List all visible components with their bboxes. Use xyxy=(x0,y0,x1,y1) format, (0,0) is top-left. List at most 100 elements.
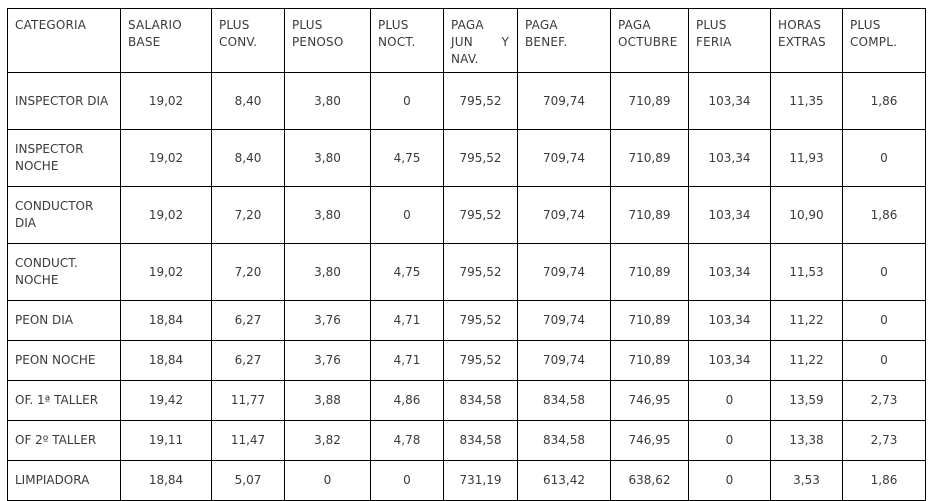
value-cell: 1,86 xyxy=(842,460,926,501)
value-cell: 5,07 xyxy=(211,460,285,501)
value-cell: 1,86 xyxy=(842,72,926,131)
value-cell: 0 xyxy=(284,460,371,501)
table-row: INSPECTOR DIA 19,02 8,40 3,80 0 795,52 709,74 7… xyxy=(7,72,926,131)
value-cell: 2,73 xyxy=(842,380,926,422)
value-cell: 7,20 xyxy=(211,243,285,302)
value-cell: 19,02 xyxy=(120,72,212,131)
salary-table: CATEGORIA SALARIO BASE PLUS CONV. PLUS PENO… xyxy=(7,7,926,501)
value-cell: 6,27 xyxy=(211,300,285,342)
value-cell: 3,88 xyxy=(284,380,371,422)
column-header-plus-penoso: PLUS PENOSO xyxy=(284,7,371,74)
value-cell: 19,02 xyxy=(120,186,212,245)
value-cell: 3,76 xyxy=(284,340,371,382)
value-cell: 3,80 xyxy=(284,72,371,131)
value-cell: 4,75 xyxy=(370,243,444,302)
table-row: LIMPIADORA 18,84 5,07 0 0 731,19 613,42 638,62 0… xyxy=(7,460,926,501)
column-header-plus-conv: PLUS CONV. xyxy=(211,7,285,74)
column-header-paga-benef: PAGA BENEF. xyxy=(517,7,611,74)
column-header-horas-extras: HORAS EXTRAS xyxy=(770,7,843,74)
value-cell: 746,95 xyxy=(610,420,689,462)
value-cell: 795,52 xyxy=(443,340,518,382)
value-cell: 103,34 xyxy=(688,340,771,382)
table-row: CONDUCT. NOCHE 19,02 7,20 3,80 4,75 795,52 709… xyxy=(7,243,926,302)
value-cell: 19,11 xyxy=(120,420,212,462)
value-cell: 11,22 xyxy=(770,300,843,342)
table-body: INSPECTOR DIA 19,02 8,40 3,80 0 795,52 709,74 7… xyxy=(7,72,926,501)
category-cell: OF 2º TALLER xyxy=(7,420,121,462)
value-cell: 795,52 xyxy=(443,300,518,342)
value-cell: 18,84 xyxy=(120,460,212,501)
value-cell: 3,80 xyxy=(284,243,371,302)
table-row: OF 2º TALLER 19,11 11,47 3,82 4,78 834,58 834,… xyxy=(7,420,926,462)
value-cell: 0 xyxy=(370,460,444,501)
value-cell: 709,74 xyxy=(517,129,611,188)
value-cell: 795,52 xyxy=(443,72,518,131)
value-cell: 0 xyxy=(842,243,926,302)
value-cell: 4,86 xyxy=(370,380,444,422)
category-cell: OF. 1ª TALLER xyxy=(7,380,121,422)
value-cell: 103,34 xyxy=(688,243,771,302)
value-cell: 710,89 xyxy=(610,340,689,382)
category-cell: INSPECTOR NOCHE xyxy=(7,129,121,188)
value-cell: 834,58 xyxy=(517,380,611,422)
value-cell: 0 xyxy=(842,129,926,188)
value-cell: 795,52 xyxy=(443,129,518,188)
category-cell: PEON DIA xyxy=(7,300,121,342)
value-cell: 834,58 xyxy=(443,420,518,462)
value-cell: 18,84 xyxy=(120,300,212,342)
column-header-plus-compl: PLUS COMPL. xyxy=(842,7,926,74)
category-cell: CONDUCT. NOCHE xyxy=(7,243,121,302)
value-cell: 709,74 xyxy=(517,243,611,302)
table-row: INSPECTOR NOCHE 19,02 8,40 3,80 4,75 795,52 70… xyxy=(7,129,926,188)
category-cell: LIMPIADORA xyxy=(7,460,121,501)
value-cell: 7,20 xyxy=(211,186,285,245)
category-cell: PEON NOCHE xyxy=(7,340,121,382)
value-cell: 18,84 xyxy=(120,340,212,382)
value-cell: 746,95 xyxy=(610,380,689,422)
table-row: PEON DIA 18,84 6,27 3,76 4,71 795,52 709,74 710… xyxy=(7,300,926,342)
value-cell: 710,89 xyxy=(610,243,689,302)
value-cell: 710,89 xyxy=(610,186,689,245)
column-header-paga-jun-y-nav: PAGA JUN Y NAV. xyxy=(443,7,518,74)
value-cell: 3,80 xyxy=(284,186,371,245)
table-header: CATEGORIA SALARIO BASE PLUS CONV. PLUS PENO… xyxy=(7,7,926,74)
value-cell: 0 xyxy=(842,300,926,342)
table-row: CONDUCTOR DIA 19,02 7,20 3,80 0 795,52 709,74 7… xyxy=(7,186,926,245)
value-cell: 11,93 xyxy=(770,129,843,188)
category-cell: CONDUCTOR DIA xyxy=(7,186,121,245)
value-cell: 8,40 xyxy=(211,72,285,131)
value-cell: 13,59 xyxy=(770,380,843,422)
value-cell: 0 xyxy=(842,340,926,382)
value-cell: 11,35 xyxy=(770,72,843,131)
value-cell: 3,80 xyxy=(284,129,371,188)
table-row: OF. 1ª TALLER 19,42 11,77 3,88 4,86 834,58 834… xyxy=(7,380,926,422)
value-cell: 11,47 xyxy=(211,420,285,462)
value-cell: 19,02 xyxy=(120,243,212,302)
value-cell: 795,52 xyxy=(443,186,518,245)
value-cell: 1,86 xyxy=(842,186,926,245)
value-cell: 709,74 xyxy=(517,72,611,131)
value-cell: 6,27 xyxy=(211,340,285,382)
value-cell: 0 xyxy=(688,380,771,422)
value-cell: 10,90 xyxy=(770,186,843,245)
value-cell: 834,58 xyxy=(517,420,611,462)
value-cell: 19,42 xyxy=(120,380,212,422)
value-cell: 709,74 xyxy=(517,340,611,382)
value-cell: 103,34 xyxy=(688,186,771,245)
value-cell: 0 xyxy=(370,186,444,245)
value-cell: 2,73 xyxy=(842,420,926,462)
value-cell: 4,71 xyxy=(370,300,444,342)
value-cell: 710,89 xyxy=(610,300,689,342)
value-cell: 709,74 xyxy=(517,300,611,342)
category-cell: INSPECTOR DIA xyxy=(7,72,121,131)
column-header-paga-octubre: PAGA OCTUBRE xyxy=(610,7,689,74)
value-cell: 710,89 xyxy=(610,72,689,131)
column-header-plus-noct: PLUS NOCT. xyxy=(370,7,444,74)
value-cell: 638,62 xyxy=(610,460,689,501)
value-cell: 103,34 xyxy=(688,129,771,188)
value-cell: 613,42 xyxy=(517,460,611,501)
column-header-categoria: CATEGORIA xyxy=(7,7,121,74)
value-cell: 795,52 xyxy=(443,243,518,302)
value-cell: 710,89 xyxy=(610,129,689,188)
value-cell: 3,53 xyxy=(770,460,843,501)
